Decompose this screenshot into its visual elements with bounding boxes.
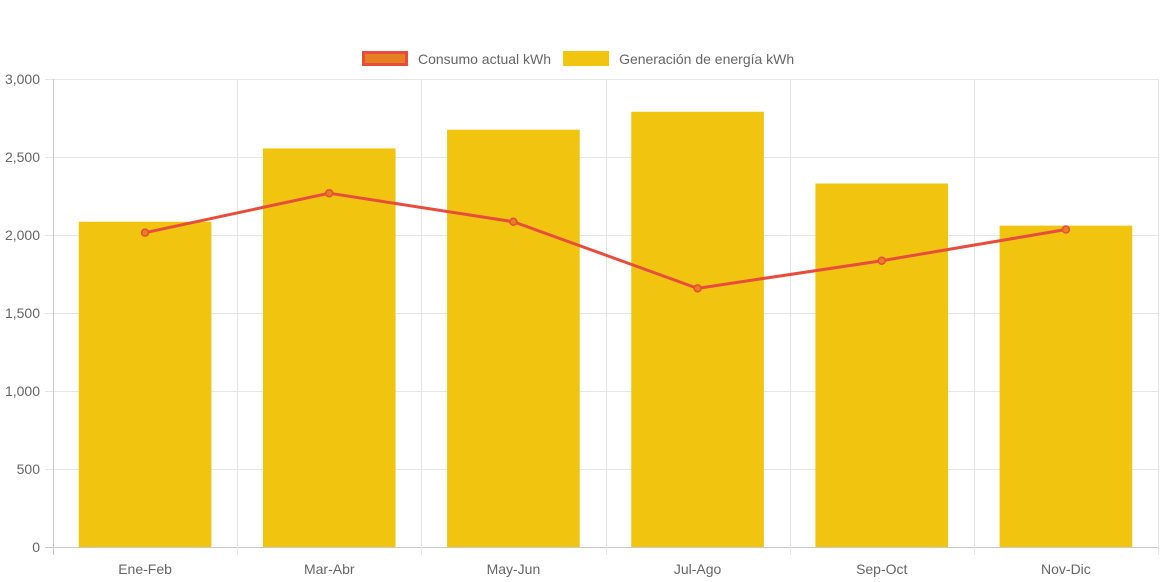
x-tick-label: Jul-Ago — [674, 561, 722, 577]
bar-series — [78, 111, 1133, 548]
bar-generacion[interactable] — [78, 221, 212, 548]
legend-item-consumo[interactable]: Consumo actual kWh — [362, 51, 552, 67]
point-consumo[interactable] — [325, 188, 334, 198]
legend-swatch-consumo — [362, 51, 408, 66]
y-tick-label: 3,000 — [5, 71, 40, 87]
point-consumo[interactable] — [509, 217, 518, 226]
x-tick-label: Sep-Oct — [856, 561, 907, 577]
bar-generacion[interactable] — [262, 148, 396, 548]
bar-generacion[interactable] — [631, 111, 764, 547]
y-tick-label: 2,500 — [5, 149, 40, 165]
point-consumo[interactable] — [693, 284, 702, 293]
x-tick-label: May-Jun — [487, 561, 541, 577]
point-consumo[interactable] — [877, 256, 886, 265]
legend: Consumo actual kWh Generación de energía… — [362, 51, 794, 67]
y-tick-label: 1,500 — [5, 305, 40, 321]
line-series — [140, 188, 1071, 293]
legend-label-generacion: Generación de energía kWh — [619, 51, 794, 67]
bar-generacion[interactable] — [999, 225, 1133, 547]
y-tick-label: 2,000 — [5, 227, 40, 243]
line-consumo — [144, 191, 1067, 290]
x-tick-label: Nov-Dic — [1041, 561, 1091, 577]
y-tick-label: 1,000 — [5, 383, 40, 399]
bar-generacion[interactable] — [447, 129, 580, 547]
grid-lines — [45, 79, 1159, 555]
y-tick-label: 0 — [32, 539, 40, 555]
legend-swatch-generacion — [563, 51, 610, 66]
point-consumo[interactable] — [1061, 225, 1071, 234]
x-tick-label: Ene-Feb — [118, 561, 172, 577]
y-tick-label: 500 — [17, 461, 41, 477]
x-tick-label: Mar-Abr — [304, 561, 355, 577]
bar-generacion[interactable] — [815, 183, 949, 547]
legend-item-generacion[interactable]: Generación de energía kWh — [563, 51, 794, 67]
legend-label-consumo: Consumo actual kWh — [418, 51, 551, 67]
axes: 0 500 1,000 1,500 2,000 2,500 3,000 Ene-Feb Mar-… — [5, 71, 1091, 577]
point-consumo[interactable] — [140, 228, 150, 237]
